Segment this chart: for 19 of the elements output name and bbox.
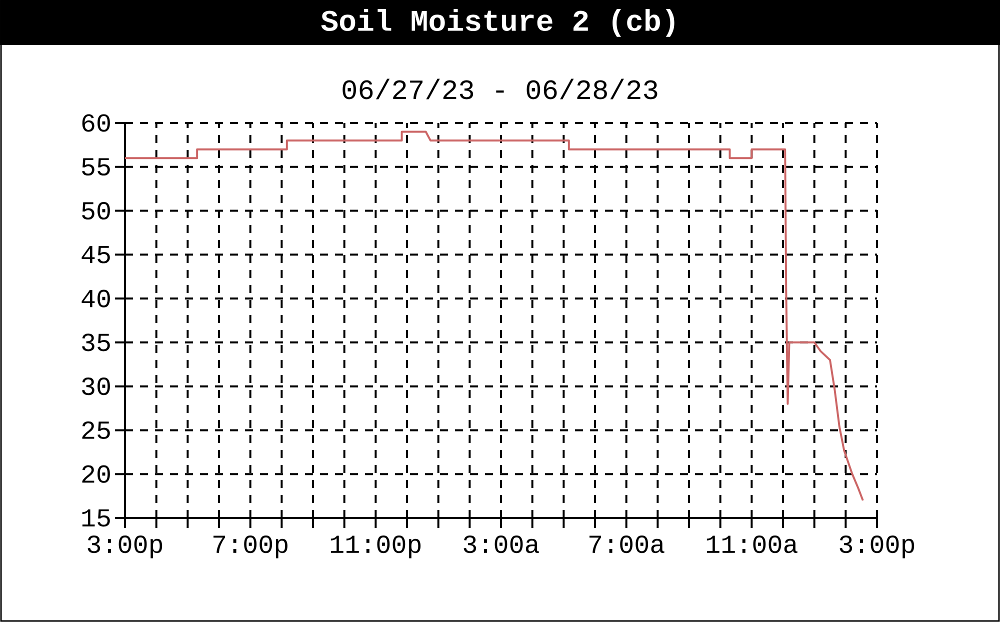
- y-tick-label: 45: [82, 246, 110, 264]
- x-tick-label: 3:00a: [464, 536, 539, 554]
- y-tick-label: 15: [82, 509, 110, 527]
- x-tick-label: 7:00a: [589, 536, 664, 554]
- chart-title: Soil Moisture 2 (cb): [321, 9, 674, 37]
- y-tick-label: 60: [82, 114, 110, 132]
- x-tick-label: 11:00p: [330, 536, 421, 558]
- chart-subtitle: 06/27/23 - 06/28/23: [342, 78, 658, 100]
- y-tick-label: 40: [82, 290, 110, 308]
- x-tick-label: 3:00p: [88, 536, 162, 558]
- y-tick-label: 25: [82, 421, 110, 439]
- y-tick-label: 30: [82, 378, 110, 396]
- y-tick-label: 55: [82, 158, 110, 176]
- x-tick-label: 11:00a: [706, 536, 798, 554]
- x-tick-label: 7:00p: [213, 536, 288, 558]
- y-tick-label: 20: [82, 465, 110, 483]
- x-tick-label: 3:00p: [840, 536, 914, 558]
- y-tick-label: 35: [82, 334, 110, 352]
- y-tick-label: 50: [82, 202, 110, 220]
